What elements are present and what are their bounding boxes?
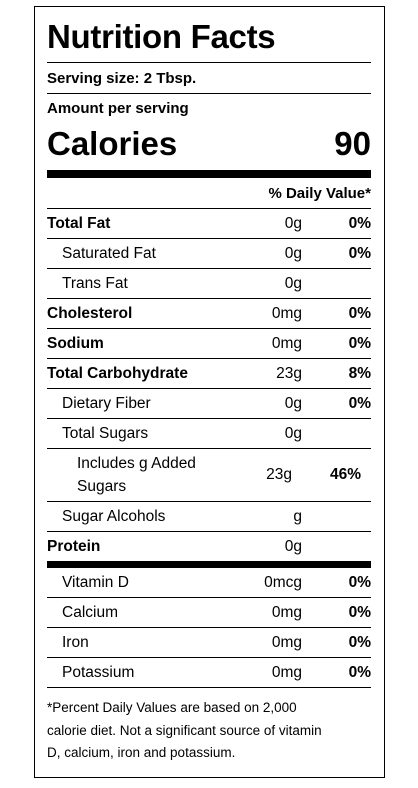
nutrient-amount: 0mcg [264, 573, 302, 591]
daily-value-header: % Daily Value* [268, 185, 371, 202]
nutrient-row: Total Carbohydrate 23g 8% [47, 358, 371, 388]
nutrient-name: Sodium [47, 335, 104, 352]
nutrient-name: Dietary Fiber [62, 395, 151, 412]
calories-value: 90 [334, 125, 371, 162]
nutrient-name: Includes g Added Sugars [77, 455, 196, 495]
nutrient-name: Total Carbohydrate [47, 365, 188, 382]
footnote: *Percent Daily Values are based on 2,000… [47, 700, 322, 760]
nutrient-amount: 0g [284, 274, 302, 292]
nutrient-amount: 0mg [271, 633, 302, 651]
nutrient-daily-value: 0% [348, 214, 371, 232]
nutrient-amount: 0mg [271, 334, 302, 352]
nutrient-row: Cholesterol 0mg 0% [47, 298, 371, 328]
nutrient-row: Trans Fat 0g [47, 268, 371, 298]
nutrient-name: Iron [62, 634, 89, 651]
nutrient-amount: 0mg [271, 603, 302, 621]
nutrient-amount: 0g [284, 394, 302, 412]
nutrient-name: Saturated Fat [62, 245, 156, 262]
nutrient-amount: 0mg [271, 663, 302, 681]
nutrient-amount: 0g [284, 424, 302, 442]
vitamin-list: Vitamin D 0mcg 0% Calcium 0mg 0% Iron 0mg 0% Pota… [47, 561, 371, 688]
nutrient-daily-value: 46% [329, 466, 361, 483]
calories-label: Calories [47, 125, 178, 162]
nutrient-name: Vitamin D [62, 574, 129, 591]
nutrient-row: Dietary Fiber 0g 0% [47, 388, 371, 418]
nutrient-amount: g [293, 507, 302, 525]
nutrient-row: Iron 0mg 0% [47, 627, 371, 657]
nutrient-name: Cholesterol [47, 305, 133, 322]
nutrient-row: Total Fat 0g 0% [47, 208, 371, 238]
nutrient-amount: 0g [284, 244, 302, 262]
nutrient-amount: 0g [284, 537, 302, 555]
nutrient-daily-value: 0% [348, 603, 371, 621]
amount-per-serving: Amount per serving [47, 100, 189, 117]
nutrient-amount: 0mg [271, 304, 302, 322]
nutrient-daily-value: 0% [348, 244, 371, 262]
serving-size: Serving size: 2 Tbsp. [47, 63, 371, 94]
nutrient-name: Total Sugars [62, 425, 149, 442]
nutrient-row: Vitamin D 0mcg 0% [47, 568, 371, 597]
nutrient-daily-value: 0% [348, 573, 371, 591]
nutrient-row: Sugar Alcohols g [47, 501, 371, 531]
nutrient-row: Includes g Added Sugars 23g 46% [47, 448, 371, 501]
title: Nutrition Facts [47, 7, 371, 63]
nutrient-row: Saturated Fat 0g 0% [47, 238, 371, 268]
nutrient-daily-value: 0% [348, 633, 371, 651]
nutrient-row: Calcium 0mg 0% [47, 597, 371, 627]
nutrient-daily-value: 0% [348, 304, 371, 322]
nutrient-list: Total Fat 0g 0% Saturated Fat 0g 0% Trans Fat 0… [47, 208, 371, 561]
nutrient-daily-value: 0% [348, 394, 371, 412]
nutrient-name: Potassium [62, 664, 135, 681]
nutrient-daily-value: 0% [348, 334, 371, 352]
nutrient-row: Sodium 0mg 0% [47, 328, 371, 358]
nutrient-row: Total Sugars 0g [47, 418, 371, 448]
nutrient-amount: 23g [276, 364, 302, 382]
nutrient-name: Total Fat [47, 215, 111, 232]
nutrient-name: Sugar Alcohols [62, 508, 166, 525]
nutrient-name: Protein [47, 538, 101, 555]
nutrition-label: Nutrition Facts Serving size: 2 Tbsp. Am… [34, 6, 385, 778]
nutrient-row: Protein 0g [47, 531, 371, 561]
nutrient-daily-value: 0% [348, 663, 371, 681]
calories: Calories 90 [47, 122, 371, 178]
nutrient-amount: 0g [284, 214, 302, 232]
nutrient-name: Trans Fat [62, 275, 128, 292]
nutrient-name: Calcium [62, 604, 118, 621]
nutrient-row: Potassium 0mg 0% [47, 657, 371, 687]
nutrient-amount: 23g [266, 466, 292, 483]
nutrient-daily-value: 8% [348, 364, 371, 382]
